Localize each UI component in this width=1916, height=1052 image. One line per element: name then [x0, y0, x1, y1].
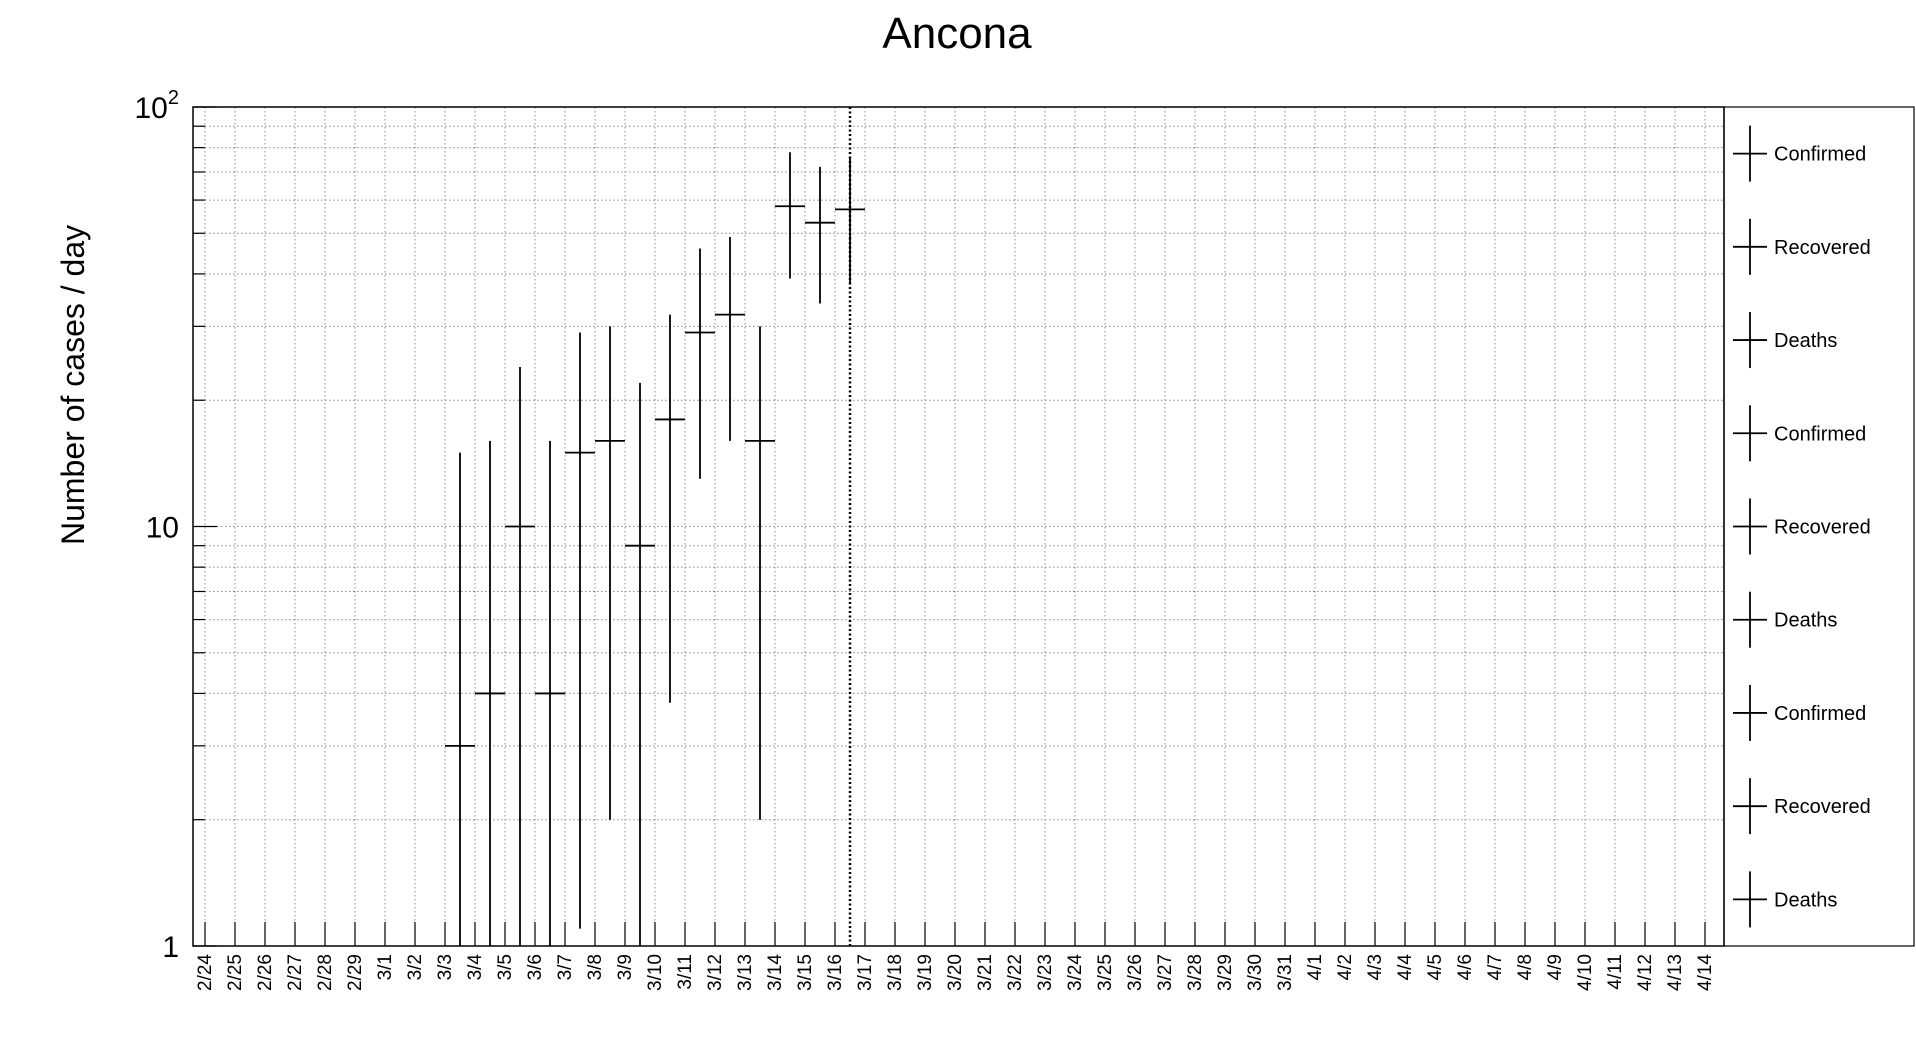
- x-tick-label: 3/25: [1095, 954, 1116, 991]
- data-point: [505, 367, 535, 946]
- legend-entry: Deaths: [1733, 871, 1837, 928]
- y-tick-label-exponent: 2: [168, 87, 179, 109]
- x-tick-label: 3/22: [1005, 954, 1026, 991]
- x-tick-label: 2/24: [195, 954, 216, 991]
- chart-title: Ancona: [882, 9, 1032, 58]
- x-tick-label: 4/2: [1335, 954, 1356, 980]
- legend-entry: Recovered: [1733, 498, 1871, 555]
- x-tick-label: 4/10: [1575, 954, 1596, 991]
- x-tick-label: 3/31: [1275, 954, 1296, 991]
- legend-entry: Deaths: [1733, 591, 1837, 648]
- data-point: [835, 156, 865, 284]
- data-point: [715, 236, 745, 441]
- x-tick-label: 3/20: [945, 954, 966, 991]
- x-tick-label: 2/29: [345, 954, 366, 991]
- x-tick-label: 4/13: [1665, 954, 1686, 991]
- data-point: [595, 326, 625, 820]
- x-tick-label: 3/17: [855, 954, 876, 991]
- x-tick-label: 3/10: [645, 954, 666, 991]
- data-point: [685, 248, 715, 479]
- x-tick-label: 4/5: [1425, 954, 1446, 980]
- legend-entry: Recovered: [1733, 218, 1871, 275]
- x-tick-label: 2/26: [255, 954, 276, 991]
- legend-label: Deaths: [1774, 330, 1837, 352]
- x-tick-label: 3/24: [1065, 954, 1086, 991]
- data-point: [445, 452, 475, 946]
- x-tick-label: 3/9: [615, 954, 636, 980]
- data-point: [475, 440, 505, 946]
- legend-label: Deaths: [1774, 889, 1837, 911]
- x-tick-label: 4/8: [1515, 954, 1536, 980]
- x-tick-label: 3/14: [765, 954, 786, 991]
- legend-label: Recovered: [1774, 517, 1871, 539]
- x-tick-label: 4/9: [1545, 954, 1566, 980]
- x-tick-label: 2/27: [285, 954, 306, 991]
- x-tick-label: 3/27: [1155, 954, 1176, 991]
- legend-label: Recovered: [1774, 796, 1871, 818]
- x-tick-label: 4/3: [1365, 954, 1386, 980]
- y-axis-label: Number of cases / day: [55, 225, 91, 545]
- legend-label: Deaths: [1774, 610, 1837, 632]
- legend-entry: Confirmed: [1733, 405, 1866, 462]
- x-tick-label: 3/5: [495, 954, 516, 980]
- x-tick-label: 3/7: [555, 954, 576, 980]
- x-ticks: 2/24 2/25 2/26 2/27 2/28 2/29 3/1 3/2 3/3 3/4 3/5 3…: [195, 922, 1716, 991]
- x-tick-label: 4/14: [1695, 954, 1716, 991]
- x-tick-label: 3/30: [1245, 954, 1266, 991]
- x-tick-label: 3/1: [375, 954, 396, 980]
- x-tick-label: 3/29: [1215, 954, 1236, 991]
- x-tick-label: 3/15: [795, 954, 816, 991]
- legend-entry: Confirmed: [1733, 684, 1866, 741]
- legend-entry: Deaths: [1733, 312, 1837, 369]
- x-tick-label: 3/21: [975, 954, 996, 991]
- legend-label: Confirmed: [1774, 423, 1866, 445]
- data-points: [445, 107, 865, 946]
- x-tick-label: 4/12: [1635, 954, 1656, 991]
- data-point: [745, 326, 775, 820]
- legend-label: Confirmed: [1774, 144, 1866, 166]
- data-point: [805, 166, 835, 304]
- legend: Confirmed Recovered Deaths Confirmed Recover…: [1733, 125, 1871, 928]
- legend-frame: [1723, 106, 1915, 947]
- data-point: [565, 332, 595, 929]
- x-tick-label: 3/8: [585, 954, 606, 980]
- x-tick-label: 3/16: [825, 954, 846, 991]
- x-tick-label: 3/28: [1185, 954, 1206, 991]
- x-tick-label: 3/19: [915, 954, 936, 991]
- data-point: [625, 382, 655, 946]
- legend-entry: Confirmed: [1733, 125, 1866, 182]
- data-point: [535, 440, 565, 946]
- x-tick-label: 3/6: [525, 954, 546, 980]
- x-tick-label: 3/11: [675, 954, 696, 990]
- x-tick-label: 4/7: [1485, 954, 1506, 980]
- x-tick-label: 3/2: [405, 954, 426, 980]
- x-tick-label: 4/4: [1395, 954, 1416, 981]
- x-tick-label: 4/6: [1455, 954, 1476, 980]
- x-tick-label: 3/4: [465, 954, 486, 981]
- legend-label: Confirmed: [1774, 703, 1866, 725]
- x-tick-label: 3/13: [735, 954, 756, 991]
- x-tick-label: 3/12: [705, 954, 726, 991]
- x-tick-label: 3/23: [1035, 954, 1056, 991]
- x-tick-label: 4/1: [1305, 954, 1326, 980]
- legend-entry: Recovered: [1733, 778, 1871, 835]
- x-tick-label: 3/18: [885, 954, 906, 991]
- y-tick-label: 10: [146, 512, 179, 545]
- x-tick-label: 3/26: [1125, 954, 1146, 991]
- data-point: [655, 314, 685, 703]
- x-tick-label: 3/3: [435, 954, 456, 980]
- x-tick-label: 4/11: [1605, 954, 1626, 990]
- x-tick-label: 2/28: [315, 954, 336, 991]
- legend-label: Recovered: [1774, 237, 1871, 259]
- data-point: [775, 152, 805, 279]
- y-tick-label: 1: [162, 931, 179, 964]
- x-tick-label: 2/25: [225, 954, 246, 991]
